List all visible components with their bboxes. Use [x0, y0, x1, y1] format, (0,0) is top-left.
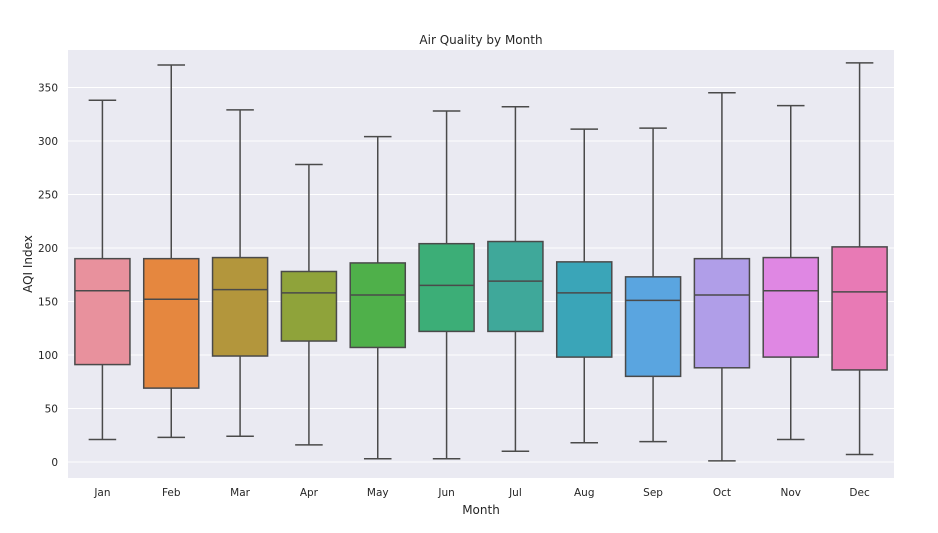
- box-dec: [831, 62, 888, 456]
- box-sep: [624, 127, 682, 443]
- box-aug: [555, 128, 613, 444]
- x-tick-label-dec: Dec: [849, 487, 870, 499]
- y-axis-label: AQI Index: [21, 235, 35, 293]
- y-tick-label-0: 0: [51, 457, 58, 469]
- x-tick-label-jul: Jul: [508, 487, 522, 499]
- chart-title: Air Quality by Month: [419, 33, 542, 47]
- iqr-box-apr: [280, 270, 338, 342]
- x-tick-label-nov: Nov: [781, 487, 802, 499]
- box-series: [74, 62, 888, 462]
- iqr-box-dec: [831, 246, 888, 371]
- box-may: [349, 135, 407, 460]
- y-tick-label-150: 150: [38, 296, 58, 308]
- y-tick-label-350: 350: [38, 82, 58, 94]
- box-mar: [211, 109, 269, 438]
- box-nov: [762, 104, 820, 441]
- iqr-box-jul: [487, 240, 544, 333]
- y-tick-label-50: 50: [45, 403, 58, 415]
- iqr-box-jun: [418, 242, 475, 333]
- x-tick-label-sep: Sep: [643, 487, 663, 499]
- y-tick-label-100: 100: [38, 350, 58, 362]
- x-tick-label-may: May: [367, 487, 389, 499]
- box-apr: [280, 163, 338, 446]
- x-tick-label-aug: Aug: [574, 487, 595, 499]
- x-tick-label-feb: Feb: [162, 487, 181, 499]
- y-axis-ticks: 0 50 100 150 200 250 300 350: [38, 82, 58, 469]
- iqr-box-aug: [555, 261, 613, 358]
- gridlines: [68, 86, 894, 463]
- x-tick-label-mar: Mar: [230, 487, 250, 499]
- y-tick-label-250: 250: [38, 189, 58, 201]
- iqr-box-feb: [142, 257, 200, 389]
- x-axis-ticks: Jan Feb Mar Apr May Jun Jul Aug Sep Oct Nov Dec: [93, 487, 870, 499]
- iqr-box-jan: [74, 257, 131, 366]
- iqr-box-sep: [624, 276, 682, 378]
- y-tick-label-200: 200: [38, 243, 58, 255]
- iqr-box-oct: [693, 257, 751, 369]
- y-tick-label-300: 300: [38, 136, 58, 148]
- x-tick-label-oct: Oct: [713, 487, 731, 499]
- iqr-box-nov: [762, 256, 820, 358]
- box-jan: [74, 99, 131, 441]
- box-jul: [487, 105, 544, 452]
- x-tick-label-jan: Jan: [93, 487, 110, 499]
- x-tick-label-jun: Jun: [437, 487, 454, 499]
- x-tick-label-apr: Apr: [300, 487, 319, 499]
- box-oct: [693, 92, 751, 462]
- x-axis-label: Month: [462, 503, 500, 517]
- iqr-box-mar: [211, 256, 269, 357]
- box-jun: [418, 110, 475, 460]
- box-feb: [142, 64, 200, 439]
- iqr-box-may: [349, 262, 407, 349]
- plot-area: [68, 50, 894, 478]
